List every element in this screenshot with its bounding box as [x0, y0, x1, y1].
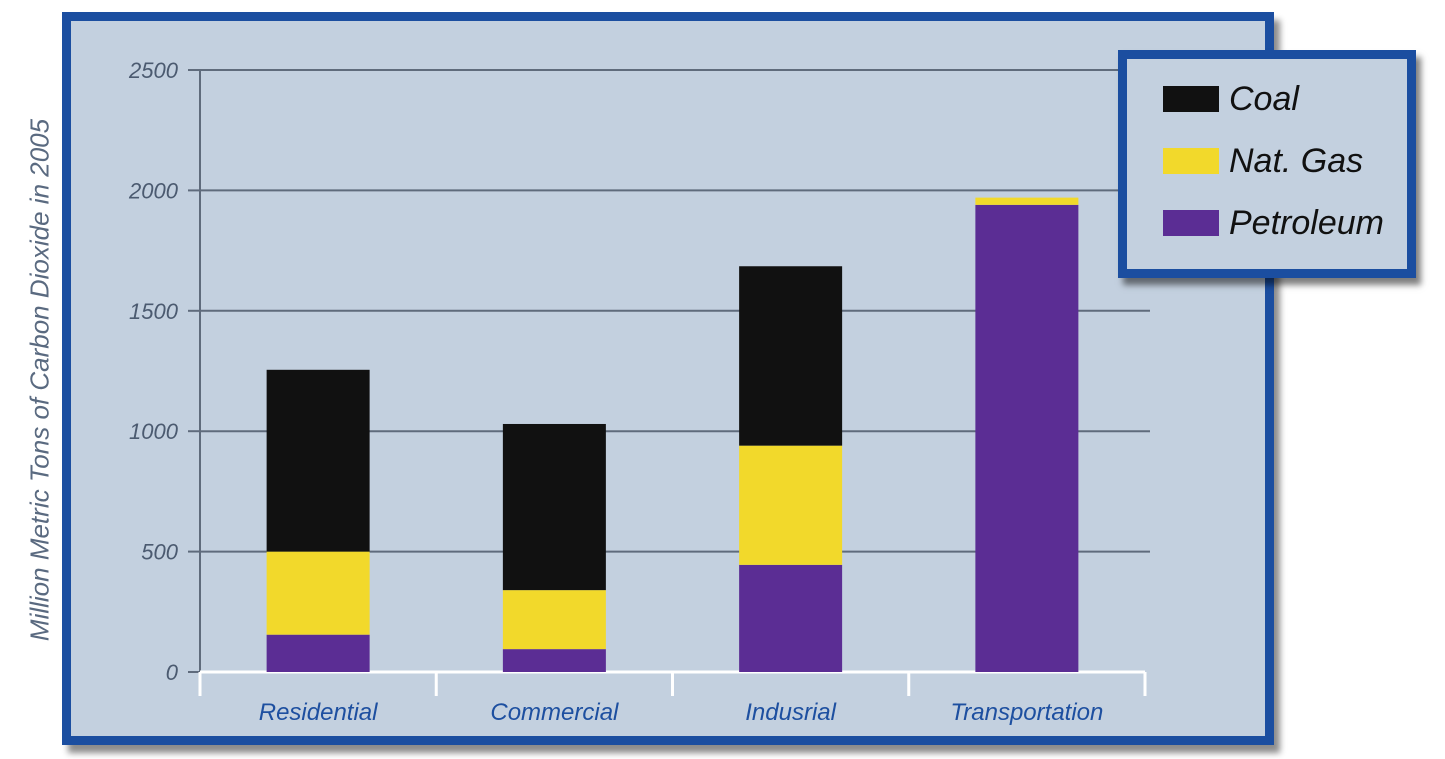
y-tick-label-1500: 1500 — [129, 299, 179, 324]
x-tick-label-commercial: Commercial — [490, 699, 619, 726]
legend-item-petroleum: Petroleum — [1163, 203, 1384, 243]
bar-residential-nat-gas — [266, 551, 370, 635]
x-tick-label-indusrial: Indusrial — [745, 699, 836, 726]
bar-commercial-petroleum — [502, 649, 606, 672]
bar-residential-coal — [266, 369, 370, 552]
bar-transportation-nat-gas — [975, 197, 1079, 205]
chart-legend: Coal Nat. Gas Petroleum — [1118, 50, 1416, 278]
legend-swatch — [1163, 210, 1219, 236]
y-tick-label-1000: 1000 — [129, 419, 179, 444]
x-tick-label-transportation: Transportation — [950, 699, 1103, 726]
legend-item-nat-gas: Nat. Gas — [1163, 141, 1363, 181]
bar-residential-petroleum — [266, 634, 370, 672]
y-tick-label-2500: 2500 — [128, 58, 179, 83]
y-tick-label-0: 0 — [166, 660, 179, 685]
bar-commercial-coal — [502, 423, 606, 591]
bar-commercial-nat-gas — [502, 590, 606, 650]
bar-indusrial-nat-gas — [739, 445, 843, 565]
bar-indusrial-coal — [739, 266, 843, 446]
y-tick-label-500: 500 — [141, 540, 178, 565]
bar-transportation-petroleum — [975, 204, 1079, 672]
x-tick-label-residential: Residential — [259, 699, 378, 726]
bar-indusrial-petroleum — [739, 564, 843, 672]
legend-label: Coal — [1229, 79, 1299, 118]
y-tick-label-2000: 2000 — [128, 178, 179, 203]
legend-item-coal: Coal — [1163, 79, 1299, 119]
legend-swatch — [1163, 148, 1219, 174]
legend-swatch — [1163, 86, 1219, 112]
legend-label: Petroleum — [1229, 203, 1384, 242]
legend-label: Nat. Gas — [1229, 141, 1364, 180]
